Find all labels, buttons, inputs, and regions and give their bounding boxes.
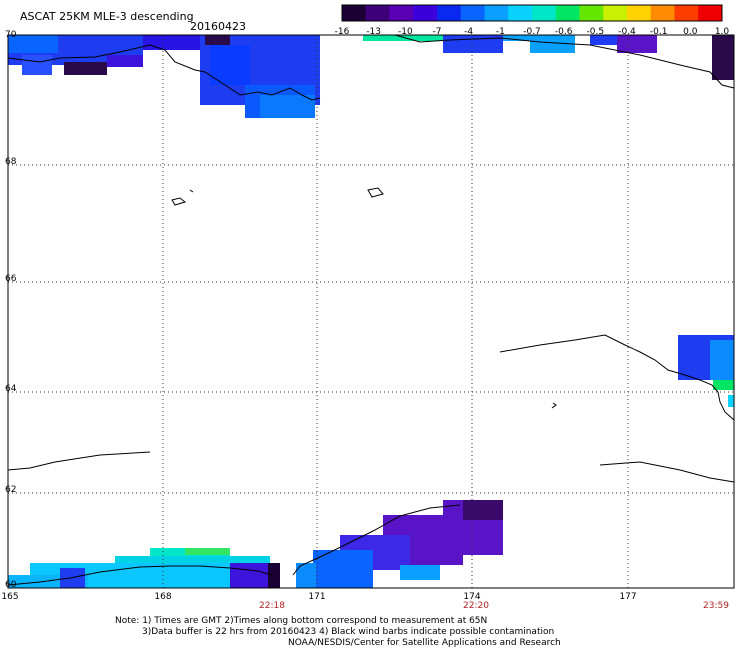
colorbar-segment [365,5,390,21]
swath-cell [296,563,316,588]
colorbar-tick-label: -16 [334,27,350,37]
colorbar-tick-label: -0.6 [554,27,573,37]
lon-label: 168 [154,592,172,602]
colorbar-tick-label: -0.7 [523,27,541,37]
swath-cell [728,395,734,407]
colorbar-segment [389,5,414,21]
lat-label: 64 [5,384,17,394]
wind-swaths [8,35,734,588]
date-label: 20160423 [190,20,246,33]
colorbar-segment [460,5,485,21]
swath-cell [400,565,440,580]
swath-cell [22,55,52,75]
swath-cell [205,35,230,45]
lat-label: 68 [5,157,17,167]
colorbar-tick-label: -4 [464,27,474,37]
footer-note-2: 3)Data buffer is 22 hrs from 20160423 4)… [142,627,555,637]
lat-label: 66 [5,274,17,284]
colorbar-tick-label: -0.5 [586,27,605,37]
lon-label: 174 [463,592,481,602]
swath-cell [260,95,315,118]
colorbar-segment [532,5,557,21]
swath-cell [530,35,575,53]
swath-cell [363,35,443,41]
colorbar-segment [579,5,604,21]
swath-cell [64,62,107,75]
time-label: 23:59 [703,601,729,611]
colorbar-tick-label: -0.1 [649,27,668,37]
colorbar-segment [413,5,438,21]
lon-label: 177 [619,592,637,602]
swath-cell [8,35,58,53]
swath-cell [143,35,203,50]
colorbar-tick-label: -1 [495,27,505,37]
colorbar-segment [484,5,509,21]
lat-label: 70 [5,30,17,40]
swath-cell [617,35,657,53]
colorbar-segment [555,5,580,21]
lon-label: 171 [308,592,326,602]
footer-credit: NOAA/NESDIS/Center for Satellite Applica… [288,638,561,648]
colorbar-segment [603,5,628,21]
colorbar-segment [674,5,699,21]
time-label: 22:18 [259,601,285,611]
swath-cell [230,563,270,588]
colorbar-segment [342,5,367,21]
colorbar-tick-label: -10 [397,27,413,37]
colorbar-frame [341,4,723,22]
colorbar-segment [627,5,652,21]
colorbar-tick-label: -7 [432,27,442,37]
swath-cell [590,35,620,45]
swath-cell [463,500,503,520]
colorbar-tick-label: -0.4 [618,27,636,37]
swath-cell [313,550,373,588]
lat-label: 62 [5,485,17,495]
swath-cell [210,45,250,85]
colorbar-tick-label: 0.0 [683,27,698,37]
swath-cell [713,380,734,390]
product-title: ASCAT 25KM MLE-3 descending [20,10,194,23]
colorbar-segment [650,5,675,21]
swath-cell [443,35,503,53]
colorbar-segment [508,5,533,21]
swath-cell [107,55,143,67]
swath-cell [185,548,230,555]
colorbar-tick-label: -13 [366,27,382,37]
colorbar-segment [437,5,462,21]
colorbar [341,4,723,22]
colorbar-tick-label: 1.0 [714,27,730,37]
lat-lon-grid [8,35,734,588]
lat-label: 60 [5,580,17,590]
footer-note-1: Note: 1) Times are GMT 2)Times along bot… [115,616,488,626]
swath-cell [710,340,734,380]
swath-cell [268,563,280,588]
swath-cell [712,35,734,80]
colorbar-segment [698,5,723,21]
map-frame [7,34,735,589]
swath-cell [503,35,533,41]
time-label: 22:20 [463,601,489,611]
coastlines [7,34,735,586]
lon-label: 165 [1,592,19,602]
